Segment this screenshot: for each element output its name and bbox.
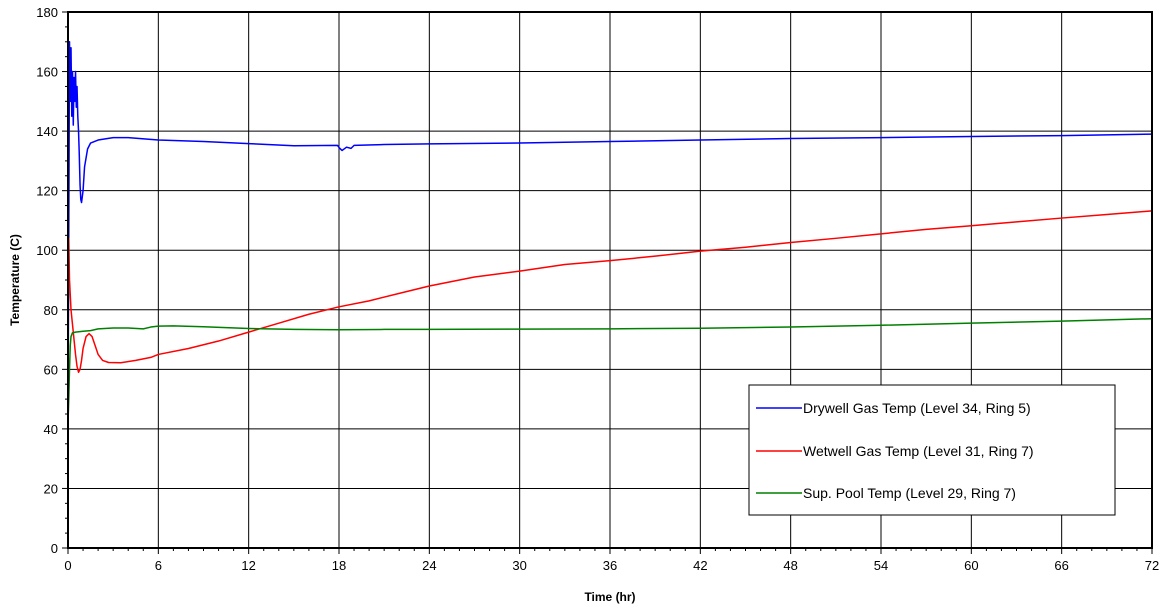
- y-tick-label: 60: [44, 362, 58, 377]
- x-tick-labels: 0 6 12 18 24 30 36 42 48 54 60 66 72: [64, 558, 1159, 573]
- legend-box: [748, 384, 1116, 516]
- y-tick-label: 180: [36, 5, 58, 20]
- y-tick-label: 120: [36, 184, 58, 199]
- x-tick-label: 24: [422, 558, 436, 573]
- y-tick-label: 40: [44, 422, 58, 437]
- legend-label-drywell: Drywell Gas Temp (Level 34, Ring 5): [803, 400, 1031, 416]
- x-tick-label: 48: [783, 558, 797, 573]
- y-axis-title: Temperature (C): [8, 234, 22, 326]
- x-tick-label: 6: [155, 558, 162, 573]
- legend: Drywell Gas Temp (Level 34, Ring 5) Wetw…: [748, 384, 1116, 516]
- x-tick-label: 66: [1054, 558, 1068, 573]
- legend-label-sup-pool: Sup. Pool Temp (Level 29, Ring 7): [803, 485, 1016, 501]
- x-axis-title: Time (hr): [584, 590, 635, 604]
- y-tick-labels: 0 20 40 60 80 100 120 140 160 180: [36, 5, 58, 556]
- y-tick-label: 100: [36, 243, 58, 258]
- series-line-2: [67, 210, 1153, 374]
- x-tick-label: 18: [332, 558, 346, 573]
- x-tick-label: 42: [693, 558, 707, 573]
- x-tick-label: 0: [64, 558, 71, 573]
- y-tick-label: 140: [36, 124, 58, 139]
- y-tick-label: 80: [44, 303, 58, 318]
- plot-area-frame: [67, 11, 1153, 549]
- x-tick-label: 72: [1145, 558, 1159, 573]
- y-tick-label: 160: [36, 65, 58, 80]
- y-tick-label: 0: [51, 541, 58, 556]
- x-tick-label: 12: [241, 558, 255, 573]
- series-line-3: [67, 317, 1153, 423]
- legend-label-wetwell: Wetwell Gas Temp (Level 31, Ring 7): [803, 443, 1034, 459]
- x-tick-label: 30: [512, 558, 526, 573]
- series-line-1: [67, 41, 1153, 429]
- y-tick-label: 20: [44, 481, 58, 496]
- series-lines: [67, 41, 1153, 429]
- x-tick-label: 36: [603, 558, 617, 573]
- x-tick-label: 60: [964, 558, 978, 573]
- x-tick-label: 54: [874, 558, 888, 573]
